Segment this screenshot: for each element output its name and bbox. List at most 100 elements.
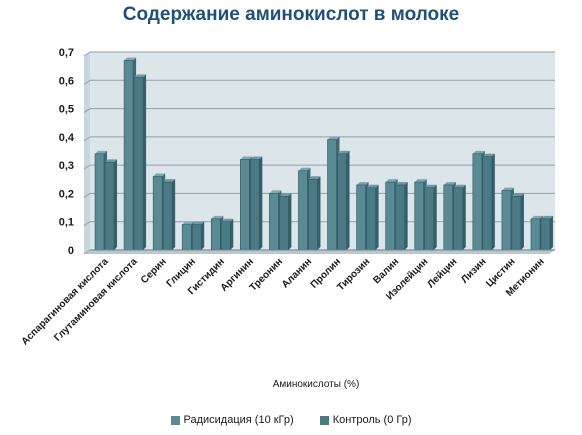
bar-top bbox=[540, 215, 553, 219]
bar bbox=[530, 218, 541, 251]
bar bbox=[152, 176, 163, 251]
bar-top bbox=[472, 150, 485, 154]
bar-side bbox=[491, 153, 495, 250]
bar-top bbox=[182, 221, 195, 225]
gridline-wall bbox=[83, 249, 91, 255]
y-tick-label: 0,7 bbox=[59, 47, 74, 59]
chart-title: Содержание аминокислот в молоке bbox=[122, 4, 460, 25]
bar-top bbox=[395, 181, 408, 185]
bar-top bbox=[482, 153, 495, 157]
bar-top bbox=[385, 179, 398, 183]
bar-top bbox=[221, 218, 234, 222]
bar-side bbox=[172, 179, 176, 250]
bar-top bbox=[530, 215, 543, 219]
bar-top bbox=[298, 167, 311, 171]
bar-top bbox=[327, 136, 340, 140]
bar bbox=[123, 60, 134, 251]
bar bbox=[269, 193, 279, 251]
bar bbox=[308, 178, 318, 251]
legend-swatch-series-2 bbox=[319, 415, 329, 425]
bar-top bbox=[95, 150, 108, 154]
bar bbox=[210, 218, 221, 251]
bar-top bbox=[240, 156, 253, 160]
bar bbox=[385, 181, 395, 251]
bar bbox=[501, 190, 512, 251]
bar-side bbox=[462, 184, 466, 250]
plot-left-wall bbox=[84, 52, 90, 254]
bar-side bbox=[230, 218, 234, 250]
bar bbox=[94, 153, 105, 251]
gridline-wall bbox=[83, 221, 91, 227]
bar bbox=[443, 184, 454, 251]
bar bbox=[482, 156, 493, 251]
bar-side bbox=[520, 193, 524, 250]
y-tick-label: 0,2 bbox=[59, 188, 74, 200]
gridline-wall bbox=[83, 164, 91, 170]
bar-side bbox=[259, 156, 263, 250]
bar-top bbox=[269, 190, 282, 194]
bar-top bbox=[501, 187, 514, 191]
bar-top bbox=[443, 181, 456, 185]
legend: Радисидация (10 кГр) Контроль (0 Гр) bbox=[0, 414, 582, 426]
legend-item-series-2: Контроль (0 Гр) bbox=[319, 414, 412, 426]
gridline-wall bbox=[83, 136, 91, 142]
gridline-wall bbox=[83, 193, 91, 198]
bar bbox=[133, 77, 144, 251]
y-tick-label: 0 bbox=[68, 245, 74, 257]
bar-top bbox=[366, 184, 379, 188]
bar-side bbox=[433, 184, 437, 250]
bar-top bbox=[105, 159, 118, 163]
bar-side bbox=[375, 184, 379, 250]
bar-top bbox=[337, 150, 350, 154]
legend-label-series-1: Радисидация (10 кГр) bbox=[183, 414, 294, 426]
bar bbox=[250, 159, 260, 251]
bar-top bbox=[356, 181, 369, 185]
legend-swatch-series-1 bbox=[170, 415, 180, 425]
plot-floor bbox=[84, 250, 555, 254]
bar bbox=[472, 153, 483, 251]
bar-side bbox=[288, 193, 292, 250]
bar-top bbox=[424, 184, 437, 188]
bar bbox=[453, 187, 464, 251]
bar-side bbox=[114, 159, 118, 250]
bar bbox=[162, 181, 173, 251]
legend-label-series-2: Контроль (0 Гр) bbox=[332, 414, 412, 426]
bar-side bbox=[346, 150, 350, 250]
y-tick-label: 0,3 bbox=[59, 160, 74, 172]
bar bbox=[366, 187, 376, 251]
bar-top bbox=[453, 184, 466, 188]
bar-side bbox=[549, 215, 553, 250]
bar-top bbox=[124, 57, 137, 61]
bar-top bbox=[414, 179, 427, 183]
bar-top bbox=[511, 193, 524, 197]
bar-top bbox=[163, 179, 176, 183]
x-tick-label: Аланин bbox=[280, 256, 314, 290]
x-tick-label: Лейцин bbox=[425, 256, 459, 290]
bar bbox=[395, 184, 405, 251]
bar-top bbox=[250, 156, 263, 160]
gridline-wall bbox=[83, 79, 91, 85]
gridline-wall bbox=[83, 51, 91, 57]
x-axis-title: Аминокислоты (%) bbox=[273, 379, 360, 390]
bar-top bbox=[153, 173, 166, 177]
bar bbox=[191, 224, 202, 251]
bar bbox=[104, 162, 115, 251]
bar-side bbox=[143, 74, 147, 250]
y-tick-label: 0,5 bbox=[59, 104, 74, 116]
y-tick-label: 0,6 bbox=[59, 75, 74, 87]
legend-item-series-1: Радисидация (10 кГр) bbox=[170, 414, 294, 426]
bar-side bbox=[317, 176, 321, 250]
bar bbox=[511, 195, 522, 251]
bar-side bbox=[404, 181, 408, 250]
bar bbox=[356, 184, 366, 251]
y-tick-label: 0,1 bbox=[59, 217, 74, 229]
bar bbox=[279, 195, 289, 251]
bar-top bbox=[134, 74, 147, 78]
bar bbox=[298, 170, 308, 251]
bar bbox=[181, 224, 192, 251]
y-tick-label: 0,4 bbox=[59, 132, 75, 144]
bar-top bbox=[211, 215, 224, 219]
bar bbox=[424, 187, 435, 251]
bar-top bbox=[192, 221, 205, 225]
